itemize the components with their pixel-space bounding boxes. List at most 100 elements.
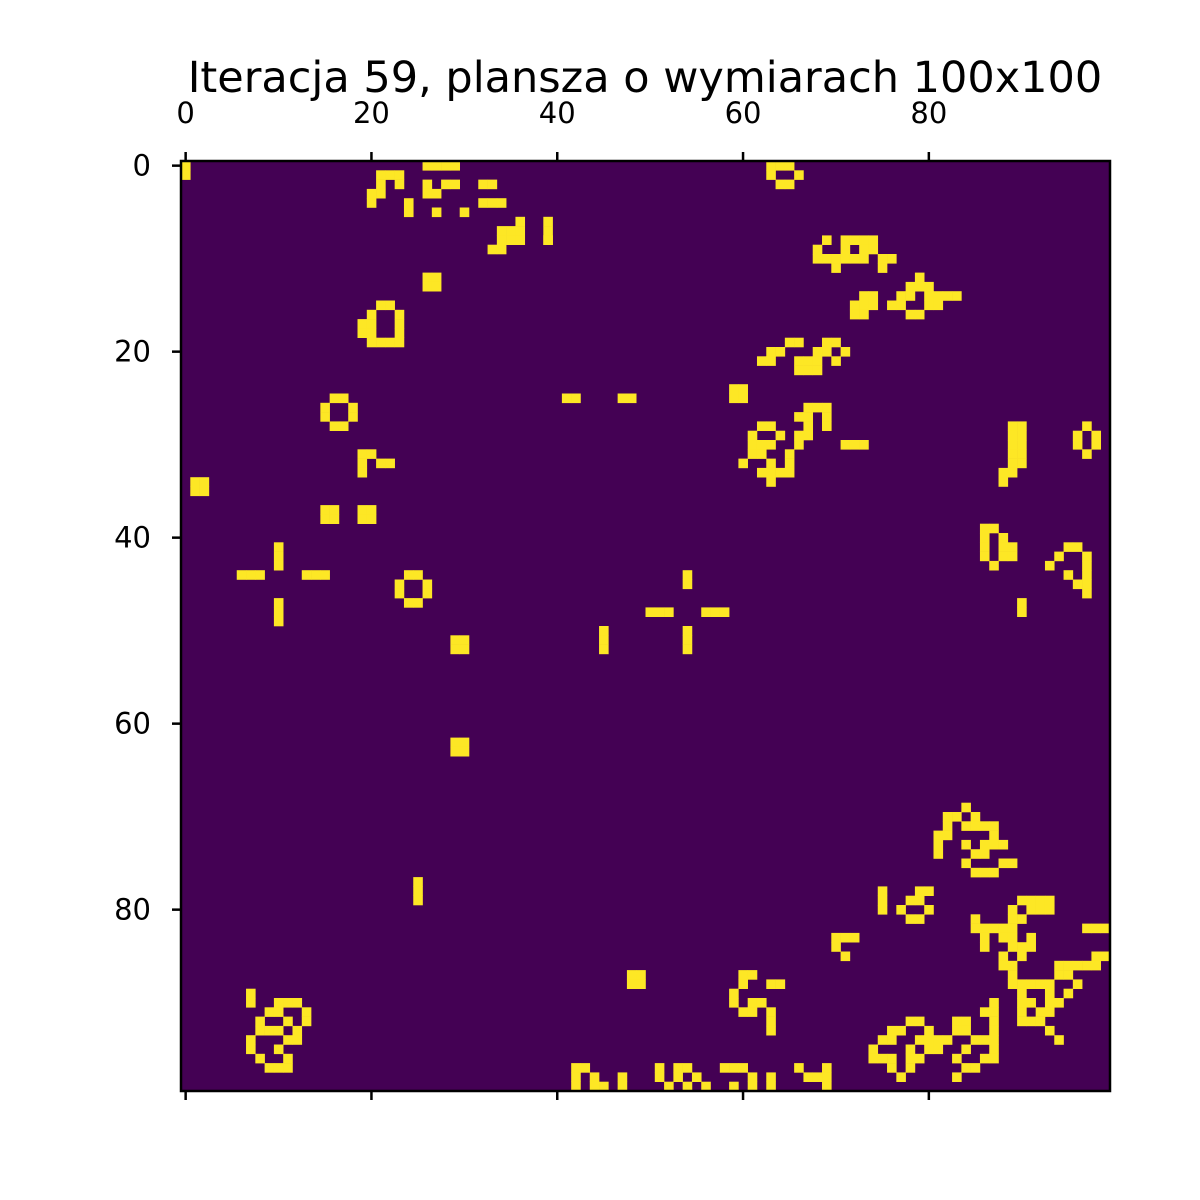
alive-cell — [803, 365, 814, 376]
alive-cell — [190, 477, 200, 487]
alive-cell — [376, 179, 386, 190]
alive-cell — [1017, 998, 1027, 1008]
alive-cell — [738, 979, 748, 989]
alive-cell — [626, 393, 637, 404]
alive-cell — [766, 356, 776, 366]
dead-cells-background — [181, 161, 1110, 1091]
alive-cell — [311, 570, 321, 580]
alive-cell — [896, 905, 906, 915]
alive-cell — [933, 830, 944, 841]
alive-cell — [1017, 895, 1027, 906]
alive-cell — [403, 198, 414, 208]
alive-cell — [924, 1035, 934, 1045]
alive-cell — [933, 849, 944, 859]
alive-cell — [496, 235, 507, 245]
alive-cell — [803, 402, 814, 413]
alive-cell — [766, 1016, 776, 1027]
alive-cell — [626, 970, 637, 980]
alive-cell — [682, 570, 693, 580]
alive-cell — [366, 309, 377, 320]
alive-cell — [515, 235, 526, 245]
alive-cell — [914, 1035, 925, 1045]
alive-cell — [664, 607, 674, 617]
alive-cell — [1007, 458, 1018, 469]
alive-cell — [710, 607, 721, 617]
alive-cell — [441, 179, 451, 190]
alive-cell — [766, 161, 776, 171]
alive-cell — [738, 458, 748, 469]
alive-cell — [1072, 542, 1083, 552]
alive-cell — [989, 1007, 999, 1017]
alive-cell — [366, 198, 377, 208]
alive-cell — [283, 1035, 293, 1045]
alive-cell — [859, 309, 869, 320]
alive-cell — [487, 179, 498, 190]
alive-cell — [979, 942, 990, 952]
alive-cell — [283, 1016, 293, 1027]
alive-cell — [775, 179, 786, 190]
alive-cell — [1017, 449, 1027, 459]
alive-cell — [803, 430, 814, 441]
alive-cell — [831, 942, 841, 952]
alive-cell — [1017, 458, 1027, 469]
alive-cell — [626, 979, 637, 989]
alive-cell — [571, 1072, 581, 1082]
alive-cell — [849, 440, 860, 450]
alive-cell — [264, 1063, 275, 1073]
alive-cell — [1091, 430, 1102, 441]
alive-cell — [989, 523, 999, 534]
alive-cell — [246, 1044, 256, 1055]
alive-cell — [385, 170, 395, 180]
alive-cell — [413, 886, 423, 896]
alive-cell — [255, 1016, 265, 1027]
alive-cell — [273, 1063, 284, 1073]
alive-cell — [849, 300, 860, 311]
alive-cell — [933, 300, 944, 311]
alive-cell — [970, 923, 981, 934]
alive-cell — [896, 1072, 906, 1082]
alive-cell — [877, 263, 888, 273]
alive-cell — [1035, 905, 1046, 915]
alive-cell — [794, 430, 804, 441]
alive-cell — [747, 1007, 758, 1017]
alive-cell — [979, 551, 990, 562]
alive-cell — [320, 505, 330, 515]
alive-cell — [1072, 440, 1083, 450]
alive-cell — [422, 588, 433, 599]
alive-cell — [989, 1035, 999, 1045]
alive-cell — [1082, 579, 1092, 590]
alive-cell — [1072, 979, 1083, 989]
alive-cell — [273, 1025, 284, 1036]
alive-cell — [431, 207, 442, 218]
alive-cell — [487, 244, 498, 255]
alive-cell — [543, 216, 553, 227]
alive-cell — [766, 458, 776, 469]
alive-cell — [1007, 942, 1018, 952]
alive-cell — [617, 1072, 628, 1082]
alive-cell — [1072, 579, 1083, 590]
alive-cell — [812, 347, 823, 357]
alive-cell — [729, 988, 739, 999]
alive-cell — [979, 533, 990, 543]
alive-cell — [868, 244, 879, 255]
alive-cell — [320, 570, 330, 580]
alive-cell — [589, 1072, 600, 1082]
alive-cell — [794, 440, 804, 450]
alive-cell — [905, 1016, 916, 1027]
alive-cell — [822, 1072, 832, 1082]
alive-cell — [654, 1072, 665, 1082]
alive-cell — [868, 291, 879, 301]
alive-cell — [775, 347, 786, 357]
alive-cell — [1044, 988, 1055, 999]
alive-cell — [1007, 914, 1018, 924]
alive-cell — [264, 1025, 275, 1036]
alive-cell — [1063, 960, 1074, 971]
alive-cell — [729, 1081, 739, 1092]
alive-cell — [914, 281, 925, 292]
alive-cell — [1063, 570, 1074, 580]
alive-cell — [246, 988, 256, 999]
alive-cell — [849, 235, 860, 245]
alive-cell — [1035, 1016, 1046, 1027]
alive-cell — [691, 1072, 702, 1082]
